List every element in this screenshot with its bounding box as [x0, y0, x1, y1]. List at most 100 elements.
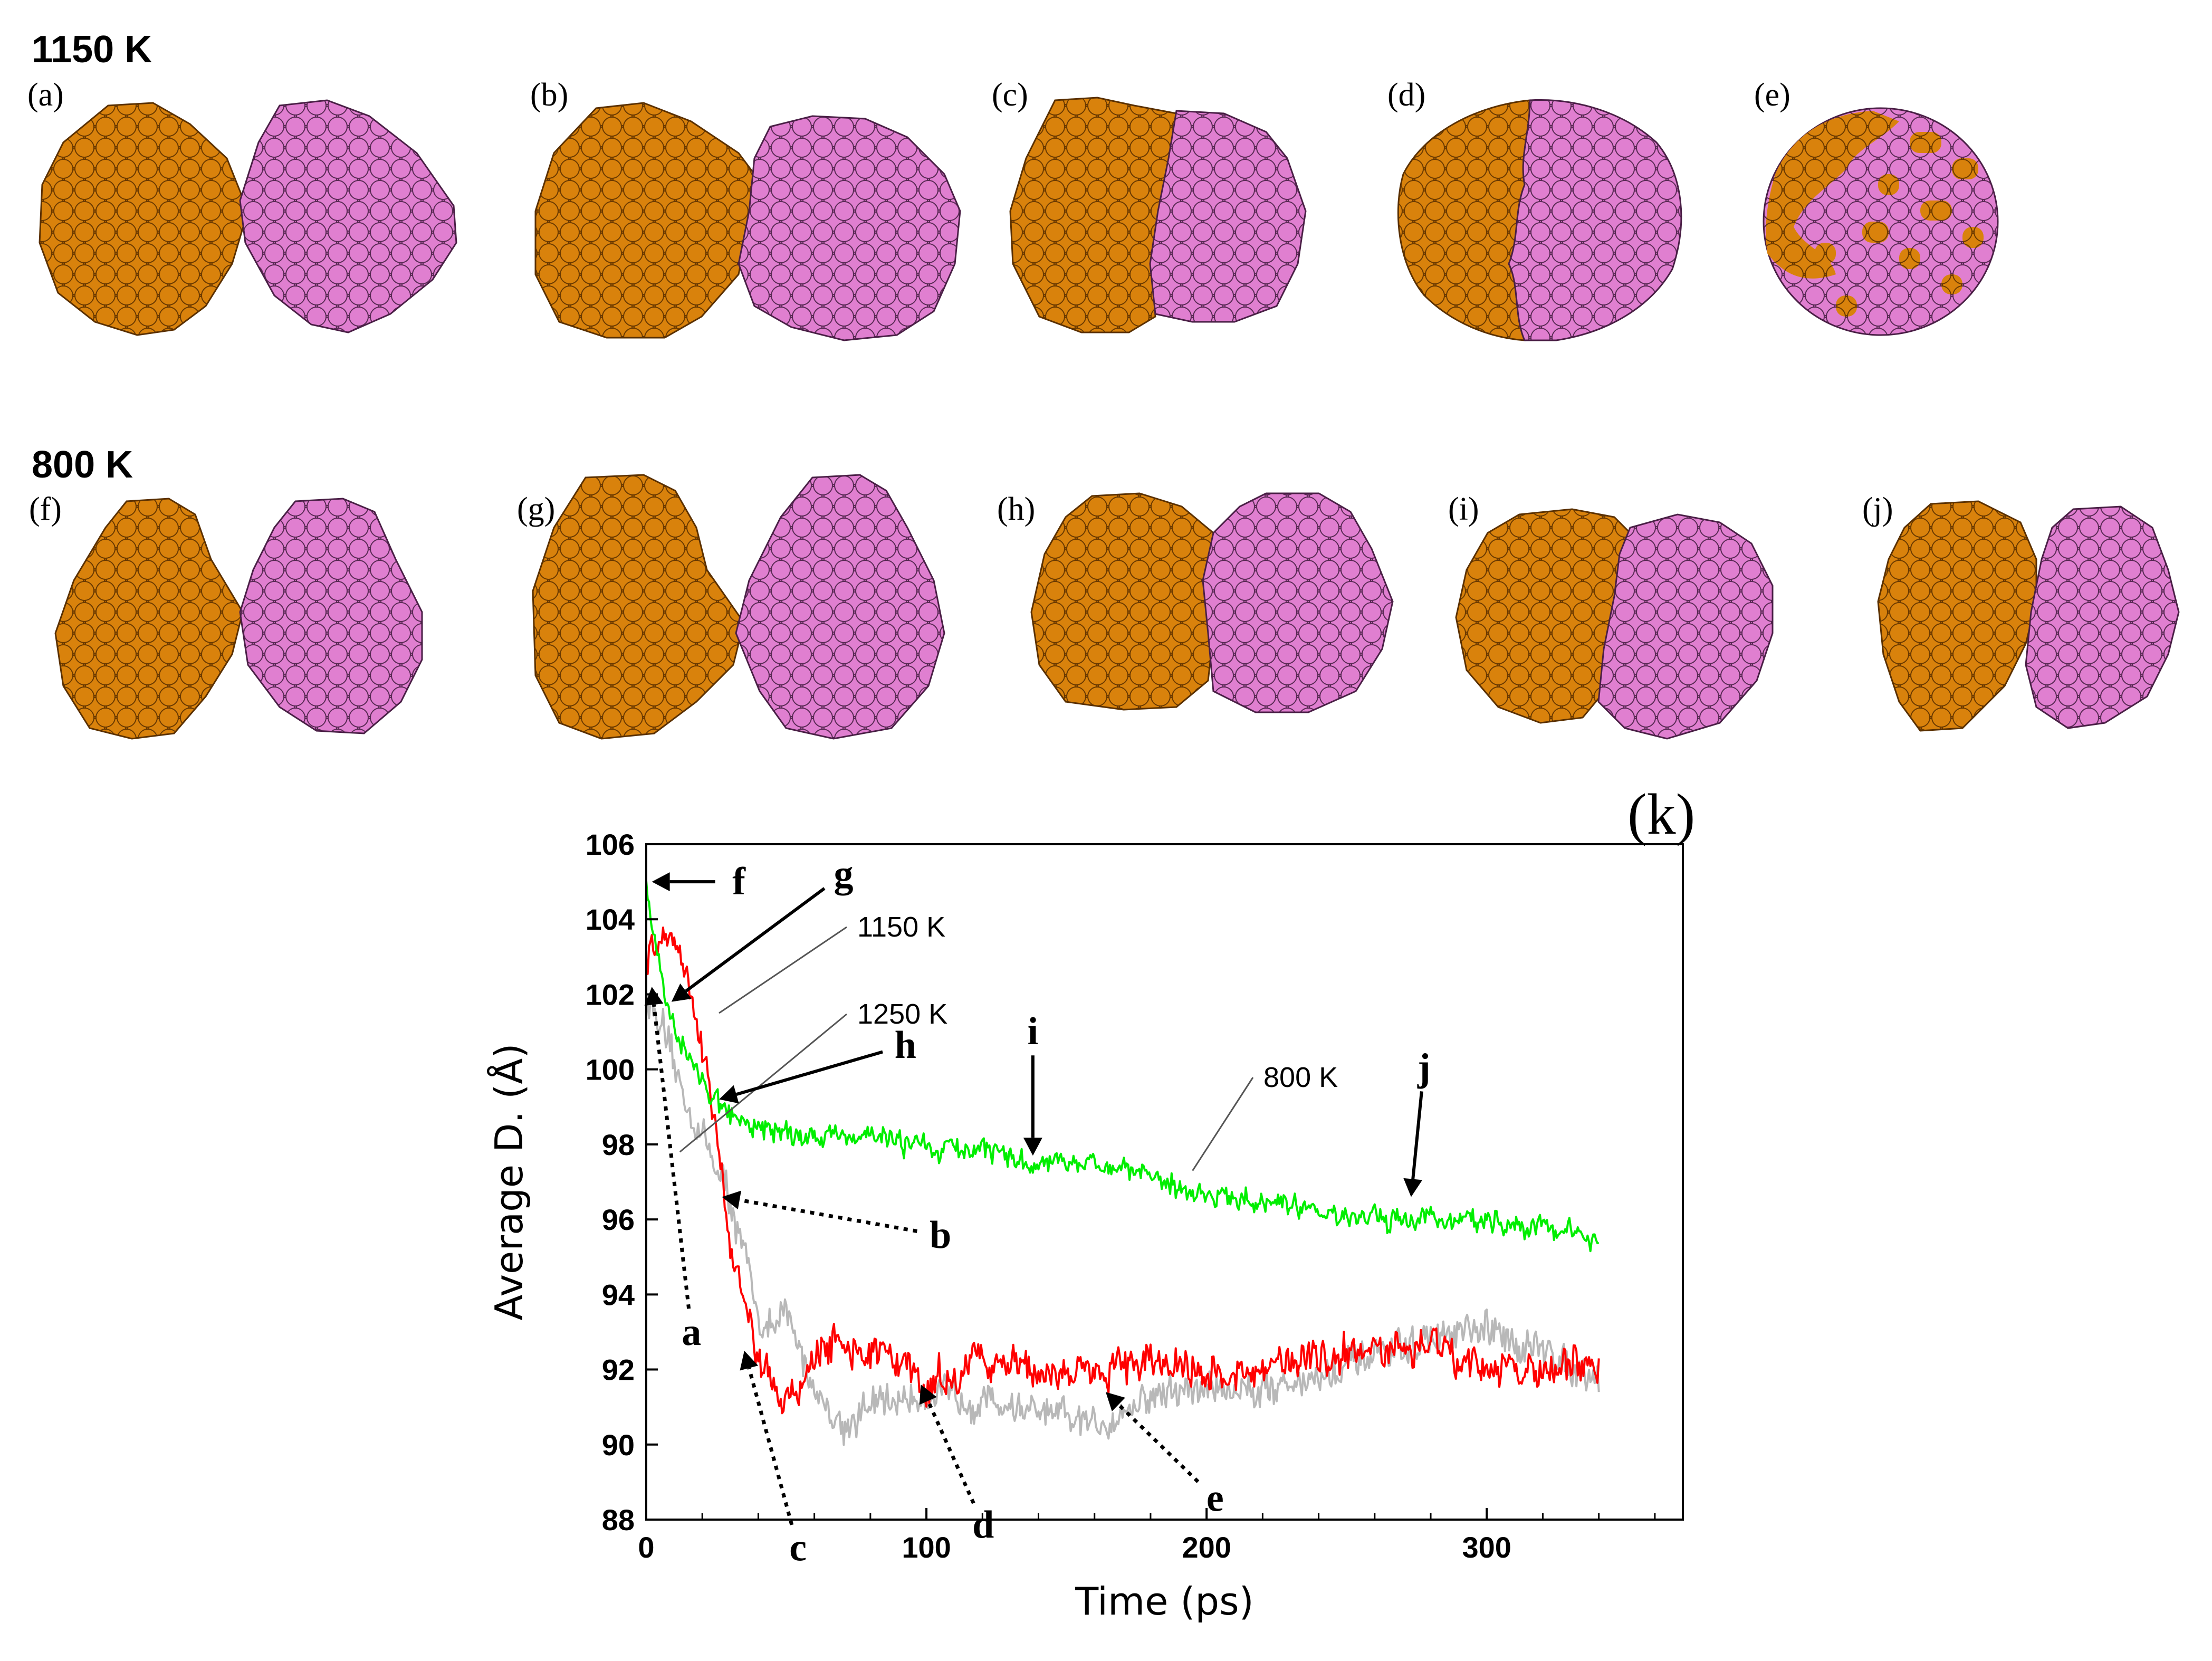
pink-particle [239, 99, 457, 333]
snapshot-c [1009, 97, 1307, 333]
series-line-1250k [645, 990, 1600, 1446]
y-tick-label: 102 [586, 978, 635, 1011]
pink-particle [1149, 110, 1307, 323]
orange-particle [534, 102, 772, 339]
annotation-letter-h: h [895, 1024, 916, 1067]
orange-particle [1009, 97, 1177, 333]
snapshot-b [534, 102, 961, 341]
orange-particle [1030, 492, 1225, 711]
series-callouts: 1150 K 1250 K 800 K [679, 911, 1338, 1171]
plot-area-frame [645, 843, 1684, 1521]
panel-label-j: (j) [1862, 491, 1893, 527]
pink-particle [239, 498, 423, 734]
snapshot-d [1397, 99, 1682, 341]
series-label-1150k: 1150 K [857, 911, 945, 943]
panel-label-a: (a) [27, 77, 64, 113]
row-label-1150k: 1150 K [32, 28, 152, 71]
panel-label-h: (h) [997, 491, 1035, 527]
snapshot-f [54, 498, 423, 740]
annotation-letter-d: d [972, 1503, 994, 1547]
pink-particle [1597, 513, 1774, 740]
callout-1150k-leader [719, 926, 847, 1014]
x-axis-title: Time (ps) [1075, 1579, 1253, 1624]
orange-particle [1455, 508, 1631, 724]
annotation-letter-j: j [1417, 1046, 1431, 1090]
orange-particle [1397, 99, 1531, 341]
series-label-1250k: 1250 K [857, 998, 947, 1030]
snapshot-annotations: f g h i j a b c d e [644, 853, 1431, 1569]
panel-label-g: (g) [517, 491, 555, 527]
panel-label-b: (b) [530, 77, 568, 113]
annotation-arrow-head [722, 1190, 741, 1210]
panel-label-e: (e) [1754, 77, 1790, 113]
annotation-letter-g: g [834, 853, 853, 896]
orange-particle [39, 102, 249, 336]
panel-label-f: (f) [29, 491, 62, 527]
orange-particle [54, 498, 244, 740]
snapshot-a [39, 99, 457, 336]
pink-particle [738, 115, 961, 341]
orange-particle [532, 474, 745, 740]
snapshot-j [1877, 500, 2180, 732]
y-tick-label: 92 [602, 1353, 635, 1387]
x-tick-label: 0 [638, 1531, 654, 1564]
annotation-arrow-head [671, 983, 692, 1002]
annotation-arrow-shaft [652, 1004, 691, 1309]
x-tick-label: 100 [902, 1531, 951, 1564]
y-tick-label: 90 [602, 1428, 635, 1462]
snapshot-e [1763, 107, 1999, 336]
annotation-letter-a: a [682, 1311, 701, 1354]
annotation-arrow-head [1023, 1138, 1042, 1156]
annotation-arrow-shaft [685, 887, 826, 992]
annotation-letter-i: i [1028, 1010, 1039, 1053]
orange-particle [1877, 500, 2037, 732]
series-layer [645, 880, 1600, 1446]
x-tick-label: 200 [1182, 1531, 1231, 1564]
annotation-letter-b: b [930, 1214, 951, 1257]
pink-particle [1202, 492, 1394, 713]
orange-region [1766, 111, 1899, 279]
y-tick-label: 98 [602, 1128, 635, 1161]
callout-800k-leader [1192, 1077, 1254, 1171]
annotation-arrow-head [919, 1385, 937, 1405]
panel-label-c: (c) [992, 77, 1028, 113]
pink-particle [1508, 99, 1682, 341]
y-tick-label: 100 [586, 1053, 635, 1086]
snapshot-h [1030, 492, 1394, 713]
y-tick-label: 104 [586, 903, 635, 936]
annotation-arrow-shaft [747, 1367, 794, 1525]
orange-atom-clusters [1815, 132, 1984, 317]
annotation-letter-f: f [732, 860, 746, 903]
y-tick-label: 96 [602, 1203, 635, 1236]
chart-k: (k) 0 100 200 300 88 90 92 94 96 98 100 102 104 106 T… [487, 782, 1695, 1624]
x-tick-label: 300 [1462, 1531, 1511, 1564]
row-label-800k: 800 K [32, 444, 133, 486]
annotation-arrow-head [719, 1085, 739, 1104]
series-line-1150k [645, 927, 1600, 1415]
tick-layer: 0 100 200 300 88 90 92 94 96 98 100 102 104 106 [586, 828, 1656, 1564]
annotation-arrow-head [1403, 1178, 1423, 1197]
annotation-arrow-head [740, 1351, 759, 1371]
pink-particle [735, 474, 945, 740]
annotation-arrow-head [1105, 1392, 1125, 1411]
pink-particle [2025, 505, 2180, 729]
annotation-arrow-head [644, 987, 664, 1006]
panel-label-k: (k) [1627, 782, 1695, 846]
panel-label-d: (d) [1387, 77, 1425, 113]
y-axis-title: Average D. (Å) [487, 1043, 531, 1320]
snapshot-g [532, 474, 945, 740]
annotation-arrow-shaft [739, 1198, 917, 1233]
y-tick-label: 94 [602, 1278, 635, 1311]
y-tick-label: 88 [602, 1503, 635, 1536]
panel-label-i: (i) [1448, 491, 1479, 527]
annotation-letter-e: e [1206, 1477, 1224, 1520]
series-line-800k [645, 880, 1599, 1253]
annotation-arrow-shaft [1411, 1091, 1423, 1179]
snapshot-i [1455, 508, 1774, 740]
annotation-arrow-shaft [735, 1050, 883, 1096]
callout-1250k-leader [679, 1013, 847, 1153]
annotation-arrow-shaft [926, 1400, 975, 1504]
series-label-800k: 800 K [1263, 1062, 1338, 1093]
y-tick-label: 106 [586, 828, 635, 861]
